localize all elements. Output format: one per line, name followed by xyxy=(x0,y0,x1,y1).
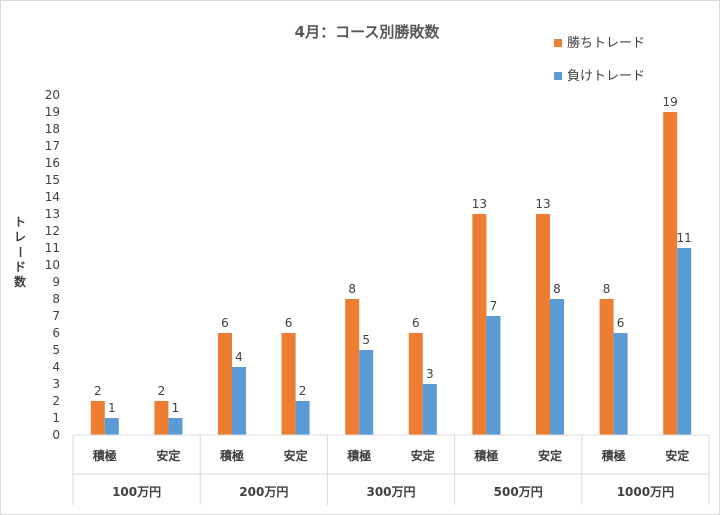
data-label: 1 xyxy=(108,401,116,415)
y-tick-label-17: 17 xyxy=(45,139,60,153)
data-label: 6 xyxy=(285,316,293,330)
y-tick-label-7: 7 xyxy=(52,309,60,323)
x-tick-label: 安定 xyxy=(156,448,180,463)
data-label: 6 xyxy=(221,316,229,330)
legend-label: 負けトレード xyxy=(567,69,645,84)
y-tick-label-11: 11 xyxy=(45,241,60,255)
y-tick-label-20: 20 xyxy=(45,88,60,102)
data-label: 4 xyxy=(235,350,243,364)
data-label: 5 xyxy=(362,333,370,347)
group-label: 200万円 xyxy=(239,485,288,499)
x-axis: 積極 安定 積極 安定 積極 安定 積極 安定 積極 安定 100万円 200万円 300万円 500万円… xyxy=(72,434,710,505)
y-tick-label-19: 19 xyxy=(45,105,60,119)
data-label: 2 xyxy=(158,384,166,398)
data-label: 6 xyxy=(617,316,625,330)
bar-win xyxy=(345,299,360,435)
group-label: 300万円 xyxy=(366,485,415,499)
data-label: 8 xyxy=(553,282,561,296)
y-tick-label-4: 4 xyxy=(52,360,60,374)
bar-loss xyxy=(422,384,437,435)
data-label: 8 xyxy=(348,282,356,296)
bar-loss xyxy=(677,248,692,435)
bar-loss xyxy=(550,299,564,435)
bar-win xyxy=(536,214,550,435)
bar-win xyxy=(90,401,105,435)
y-tick-label-13: 13 xyxy=(45,207,60,221)
y-tick-label-14: 14 xyxy=(45,190,60,204)
x-tick-label: 安定 xyxy=(538,448,562,463)
bar-win xyxy=(472,214,487,435)
data-label: 6 xyxy=(412,316,420,330)
legend-swatch xyxy=(554,72,562,80)
x-tick-label: 積極 xyxy=(473,448,498,463)
y-tick-label-12: 12 xyxy=(45,224,60,238)
data-label: 2 xyxy=(94,384,102,398)
y-tick-label-0: 0 xyxy=(52,428,60,442)
group-label: 1000万円 xyxy=(617,485,674,499)
group-label: 500万円 xyxy=(494,485,543,499)
y-tick-label-1: 1 xyxy=(52,411,60,425)
data-label: 11 xyxy=(677,231,692,245)
data-label: 13 xyxy=(472,197,487,211)
y-axis-label-char: ド xyxy=(14,260,26,274)
x-tick-label: 積極 xyxy=(601,448,626,463)
data-label: 3 xyxy=(426,367,434,381)
y-tick-label-16: 16 xyxy=(45,156,60,170)
legend-swatch xyxy=(554,39,562,47)
bar-loss xyxy=(168,418,183,435)
x-tick-label: 積極 xyxy=(346,448,371,463)
y-axis-label-char: ト xyxy=(14,215,26,229)
x-tick-label: 積極 xyxy=(92,448,117,463)
chart-title: 4月：コース別勝敗数 xyxy=(295,23,441,41)
bar-win xyxy=(154,401,169,435)
bar-win xyxy=(408,333,423,435)
x-tick-label: 安定 xyxy=(665,448,689,463)
y-tick-label-10: 10 xyxy=(45,258,60,272)
y-tick-label-8: 8 xyxy=(52,292,60,306)
y-tick-label-18: 18 xyxy=(45,122,60,136)
bar-loss xyxy=(295,401,310,435)
y-tick-label-15: 15 xyxy=(45,173,60,187)
legend-label: 勝ちトレード xyxy=(567,36,645,51)
data-label: 13 xyxy=(535,197,550,211)
y-tick-label-6: 6 xyxy=(52,326,60,340)
bar-win xyxy=(218,333,232,435)
data-label: 19 xyxy=(663,95,678,109)
bar-win xyxy=(599,299,614,435)
bar-loss xyxy=(486,316,501,435)
bar-loss xyxy=(104,418,119,435)
bar-loss xyxy=(613,333,628,435)
data-label: 8 xyxy=(603,282,611,296)
bar-loss xyxy=(232,367,246,435)
y-axis-label-char: 数 xyxy=(14,274,27,289)
y-axis-label-char: ー xyxy=(13,246,27,258)
bar-win xyxy=(663,112,678,435)
y-tick-label-5: 5 xyxy=(52,343,60,357)
bar-win xyxy=(281,333,296,435)
y-tick-label-3: 3 xyxy=(52,377,60,391)
data-label: 7 xyxy=(490,299,498,313)
x-tick-label: 安定 xyxy=(284,448,308,463)
data-label: 1 xyxy=(172,401,180,415)
x-tick-label: 積極 xyxy=(219,448,244,463)
data-label: 2 xyxy=(299,384,307,398)
y-tick-label-2: 2 xyxy=(52,394,60,408)
y-tick-label-9: 9 xyxy=(52,275,60,289)
group-label: 100万円 xyxy=(112,485,161,499)
y-axis-label-char: レ xyxy=(14,230,26,244)
x-tick-label: 安定 xyxy=(411,448,435,463)
bar-loss xyxy=(359,350,374,435)
